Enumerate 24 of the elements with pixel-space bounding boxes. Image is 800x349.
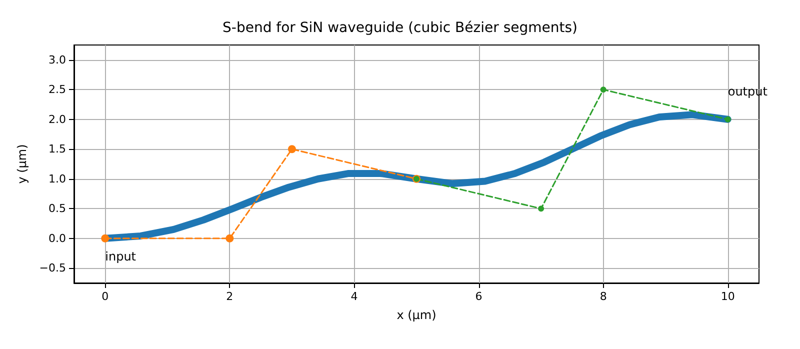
- y-tick-label: 1.5: [48, 142, 66, 156]
- y-tick-label: 0.0: [48, 232, 66, 245]
- x-axis-title: x (µm): [396, 308, 436, 322]
- y-tick-label: 3.0: [48, 53, 66, 66]
- point: [288, 145, 296, 154]
- y-tick-label: −0.5: [39, 262, 66, 275]
- x-tick-label: 6: [475, 290, 482, 303]
- x-tick-label: 10: [720, 290, 735, 303]
- y-tick-label: 1.0: [48, 172, 66, 186]
- y-tick-label: 2.5: [48, 83, 66, 96]
- point: [600, 86, 606, 93]
- chart-title: S-bend for SiN waveguide (cubic Bézier segments): [222, 20, 578, 36]
- x-tick-label: 4: [350, 290, 358, 303]
- point: [724, 116, 731, 122]
- point: [538, 206, 544, 212]
- y-axis-title: y (µm): [15, 144, 29, 184]
- x-tick-label: 8: [600, 290, 607, 303]
- point: [101, 234, 110, 242]
- x-tick-label: 2: [226, 290, 234, 303]
- point: [226, 234, 234, 242]
- y-tick-label: 2.0: [48, 112, 66, 126]
- x-tick-label: 0: [102, 290, 109, 303]
- annotation: input: [105, 249, 136, 264]
- y-tick-label: 0.5: [48, 202, 66, 216]
